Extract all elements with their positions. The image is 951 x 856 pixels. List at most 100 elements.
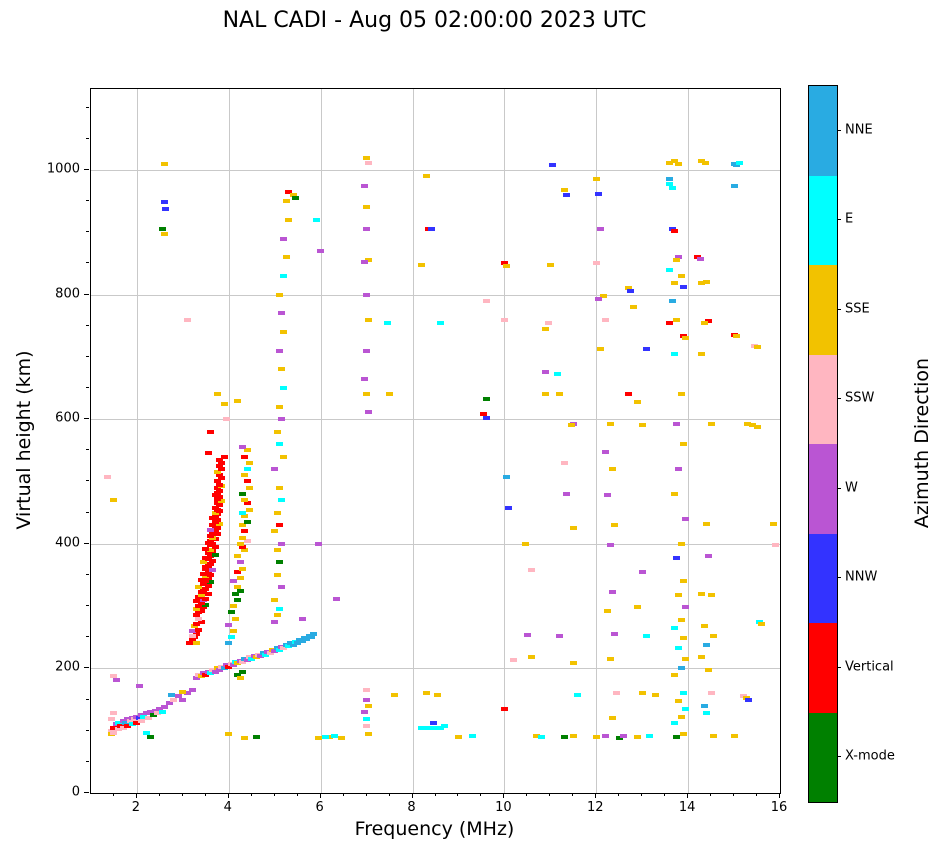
y-tick-label: 800 — [55, 286, 80, 302]
data-point — [528, 655, 536, 660]
data-point — [698, 655, 706, 660]
data-point — [202, 574, 210, 579]
data-point — [569, 733, 577, 738]
data-point — [705, 667, 713, 672]
data-point — [627, 289, 635, 294]
data-point — [307, 635, 315, 640]
data-point — [211, 669, 219, 674]
data-point — [422, 174, 430, 179]
data-point — [197, 577, 205, 582]
data-point — [227, 610, 235, 615]
data-point — [142, 731, 150, 736]
data-point — [560, 187, 568, 192]
data-point — [158, 710, 166, 714]
data-point — [634, 605, 642, 610]
data-point — [156, 706, 164, 711]
data-point — [197, 609, 205, 614]
data-point — [703, 642, 710, 647]
data-point — [241, 473, 249, 478]
y-tick — [84, 667, 89, 669]
data-point — [282, 199, 290, 204]
data-point — [670, 158, 678, 163]
data-point — [611, 632, 619, 637]
data-point — [271, 648, 279, 653]
y-tick-label: 200 — [55, 659, 80, 675]
colorbar-tick — [837, 219, 841, 221]
data-point — [202, 546, 210, 551]
data-point — [202, 596, 210, 601]
y-tick-label: 0 — [71, 784, 80, 800]
data-point — [503, 474, 511, 479]
data-point — [266, 650, 274, 655]
data-point — [285, 189, 292, 194]
data-point — [677, 541, 685, 546]
x-tick — [135, 793, 137, 798]
data-point — [229, 579, 237, 584]
data-point — [422, 691, 430, 696]
data-point — [229, 629, 237, 634]
data-point — [601, 449, 609, 454]
data-point — [239, 510, 247, 515]
data-point — [213, 470, 221, 475]
gridline-horizontal — [91, 294, 780, 296]
data-point — [243, 538, 251, 543]
data-point — [200, 582, 208, 587]
data-point — [441, 723, 449, 728]
data-point — [365, 409, 373, 414]
x-tick-label: 16 — [770, 800, 788, 815]
data-point — [232, 591, 240, 596]
x-minor-tick — [756, 793, 758, 796]
data-point — [142, 711, 150, 716]
data-point — [193, 641, 201, 646]
data-point — [239, 660, 247, 665]
colorbar-tick — [837, 487, 841, 489]
data-point — [110, 673, 118, 678]
data-point — [193, 632, 201, 637]
data-point — [188, 688, 196, 693]
data-point — [211, 493, 219, 498]
data-point — [211, 544, 219, 549]
data-point — [608, 716, 616, 721]
data-point — [115, 721, 123, 726]
data-point — [271, 529, 279, 534]
data-point — [680, 636, 688, 641]
data-point — [213, 501, 221, 506]
data-point — [220, 666, 228, 671]
data-point — [670, 281, 678, 286]
data-point — [273, 613, 281, 618]
data-point — [604, 609, 612, 614]
x-minor-tick — [618, 793, 620, 796]
data-point — [239, 544, 247, 549]
data-point — [280, 386, 288, 391]
data-point — [670, 721, 678, 726]
x-minor-tick — [480, 793, 482, 796]
x-tick-label: 8 — [407, 800, 416, 815]
data-point — [216, 457, 224, 462]
data-point — [271, 597, 279, 602]
data-point — [360, 710, 368, 714]
data-point — [592, 734, 600, 739]
colorbar-label: E — [845, 211, 854, 227]
data-point — [239, 523, 247, 528]
data-point — [154, 711, 162, 716]
y-tick-label: 600 — [55, 410, 80, 426]
data-point — [280, 329, 288, 334]
gridline-vertical — [320, 89, 322, 793]
data-point — [608, 590, 616, 595]
data-point — [599, 293, 607, 298]
data-point — [312, 217, 320, 222]
data-point — [275, 442, 283, 447]
data-point — [245, 485, 253, 490]
x-minor-tick — [204, 793, 206, 796]
data-point — [595, 296, 603, 301]
data-point — [666, 267, 674, 272]
data-point — [229, 663, 237, 668]
data-point — [703, 711, 710, 716]
data-point — [278, 498, 286, 503]
data-point — [673, 422, 681, 427]
data-point — [365, 317, 373, 322]
data-point — [273, 429, 281, 434]
data-point — [236, 576, 244, 581]
y-minor-tick — [86, 231, 89, 233]
data-point — [677, 714, 685, 719]
